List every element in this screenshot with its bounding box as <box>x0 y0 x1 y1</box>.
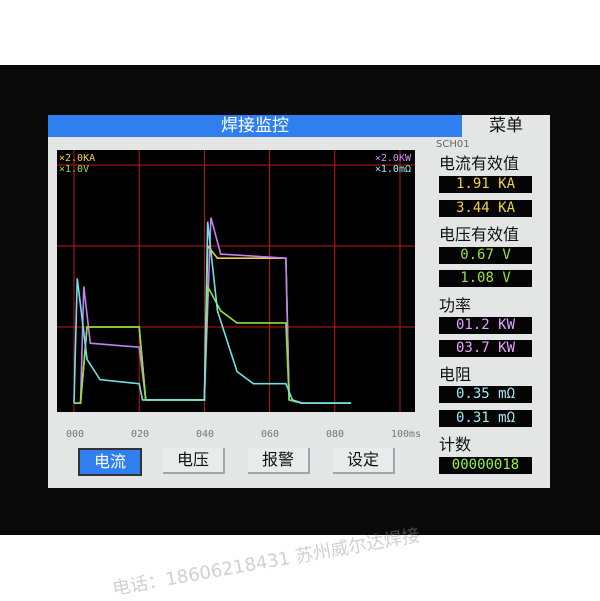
voltage-button[interactable]: 电压 <box>163 448 225 474</box>
waveform-svg <box>57 150 415 412</box>
voltage-value-1: 0.67 V <box>439 247 532 264</box>
scale-power: ×2.0KW <box>374 153 411 164</box>
resistance-value-1: 0.35 mΩ <box>439 386 532 403</box>
welding-monitor-screen: 焊接监控 菜单 ×2.0KA ×1.0V ×2.0KW ×1.0mΩ 000 0… <box>48 115 550 488</box>
power-label: 功率 <box>439 296 472 315</box>
current-value-1: 1.91 KA <box>439 176 532 193</box>
scale-resistance: ×1.0mΩ <box>374 164 411 175</box>
resistance-value-2: 0.31 mΩ <box>439 410 532 427</box>
x-tick: 060 <box>261 429 280 440</box>
waveform-trace-3 <box>73 221 352 404</box>
waveform-plot: ×2.0KA ×1.0V ×2.0KW ×1.0mΩ <box>57 150 415 412</box>
menu-button[interactable]: 菜单 <box>489 116 523 136</box>
current-label: 电流有效值 <box>439 154 520 173</box>
voltage-label: 电压有效值 <box>439 225 520 244</box>
x-tick: 080 <box>326 429 345 440</box>
current-button[interactable]: 电流 <box>78 448 142 476</box>
voltage-value-2: 1.08 V <box>439 270 532 287</box>
channel-label: SCH01 <box>436 139 470 150</box>
x-tick: 020 <box>131 429 150 440</box>
current-value-2: 3.44 KA <box>439 200 532 217</box>
waveform-trace-1 <box>74 217 352 404</box>
power-value-1: 01.2 KW <box>439 317 532 334</box>
scale-voltage: ×1.0V <box>59 164 90 175</box>
x-tick: 100ms <box>391 429 422 440</box>
count-label: 计数 <box>439 435 472 454</box>
resistance-label: 电阻 <box>439 365 472 384</box>
power-value-2: 03.7 KW <box>439 340 532 357</box>
scale-current: ×2.0KA <box>59 153 96 164</box>
waveform-trace-2 <box>74 283 352 404</box>
count-value: 00000018 <box>439 457 532 474</box>
alarm-button[interactable]: 报警 <box>248 448 310 474</box>
x-tick: 000 <box>66 429 85 440</box>
page-title: 焊接监控 <box>48 115 462 137</box>
x-tick: 040 <box>196 429 215 440</box>
settings-button[interactable]: 设定 <box>333 448 395 474</box>
